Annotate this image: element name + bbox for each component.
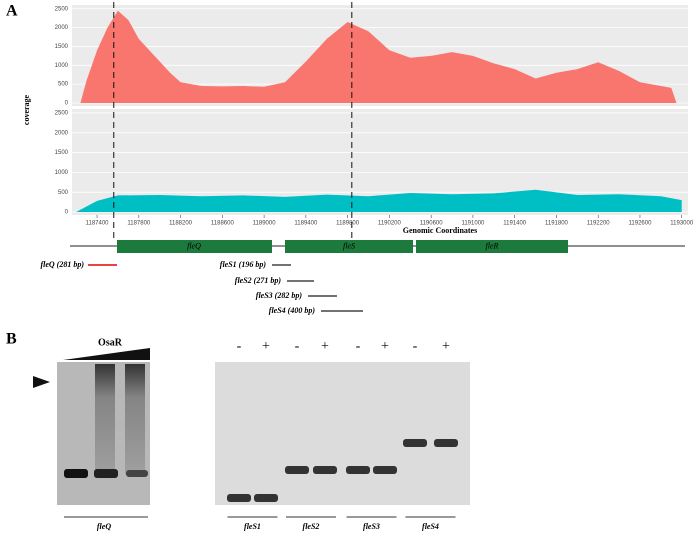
y-tick-label: 1000 bbox=[55, 63, 69, 69]
coverage-plots: 0 500 1000 1500 2000 2500 coverage 0 500 1000 1500… bbox=[22, 2, 694, 240]
band bbox=[403, 439, 427, 447]
x-tick-label: 1189000 bbox=[253, 221, 277, 227]
lane-label: fleQ bbox=[97, 522, 111, 531]
gene bbox=[416, 240, 568, 253]
band bbox=[126, 470, 148, 477]
probe-label: fleQ (281 bp) bbox=[40, 260, 84, 269]
band bbox=[254, 494, 278, 502]
x-tick-label: 1188600 bbox=[211, 221, 235, 227]
x-tick-label: 1190600 bbox=[420, 221, 444, 227]
lane-label: fleS1 bbox=[244, 522, 261, 531]
coverage-area bbox=[80, 10, 677, 104]
probe-label: fleS4 (400 bp) bbox=[269, 306, 316, 315]
y-tick-label: 1000 bbox=[55, 170, 69, 176]
x-tick-label: 1192200 bbox=[587, 221, 611, 227]
band bbox=[125, 364, 145, 474]
y-tick-label: 500 bbox=[58, 82, 69, 88]
lane-sign: + bbox=[262, 339, 270, 354]
lane-sign: - bbox=[356, 339, 361, 354]
gradient-wedge bbox=[63, 348, 150, 360]
arrowhead bbox=[33, 376, 50, 388]
gel-image bbox=[215, 362, 470, 505]
probe-label: fleS1 (196 bp) bbox=[220, 260, 267, 269]
y-tick-label: 2500 bbox=[55, 111, 69, 117]
y-tick-label: 1500 bbox=[55, 44, 69, 50]
band bbox=[434, 439, 458, 447]
y-tick-label: 0 bbox=[65, 101, 69, 107]
y-tick-label: 2500 bbox=[55, 6, 69, 12]
band bbox=[346, 466, 370, 474]
lane-sign: - bbox=[237, 339, 242, 354]
gene-label: fleQ bbox=[187, 241, 201, 250]
x-tick-label: 1193000 bbox=[670, 221, 694, 227]
lanes: - + - + - + - + fleS1 fleS2 fleS3 fleS4 bbox=[227, 339, 458, 531]
y-tick-label: 0 bbox=[65, 210, 69, 216]
band bbox=[94, 469, 118, 478]
gene bbox=[285, 240, 413, 253]
gene-label: fleS bbox=[343, 241, 355, 250]
y-tick-label: 1500 bbox=[55, 150, 69, 156]
panel-label: B bbox=[6, 331, 17, 348]
band bbox=[313, 466, 337, 474]
y-tick-label: 2000 bbox=[55, 130, 69, 136]
lane-sign: - bbox=[413, 339, 418, 354]
gels: OsaR fleQ - + - + - + - + fleS1 fleS2 fleS3 fleS4 bbox=[33, 337, 470, 531]
probe-label: fleS3 (282 bp) bbox=[256, 291, 303, 300]
x-tick-label: 1192600 bbox=[629, 221, 653, 227]
band bbox=[95, 364, 115, 474]
gene bbox=[117, 240, 272, 253]
band bbox=[373, 466, 397, 474]
x-tick-label: 1187400 bbox=[86, 221, 110, 227]
y-tick-label: 500 bbox=[58, 190, 69, 196]
band bbox=[285, 466, 309, 474]
gene-label: fleR bbox=[486, 241, 499, 250]
lane-label: fleS3 bbox=[363, 522, 380, 531]
probe-label: fleS2 (271 bp) bbox=[235, 276, 282, 285]
panel-label: A bbox=[6, 3, 18, 20]
x-axis-label: Genomic Coordinates bbox=[403, 226, 477, 235]
lane-sign: - bbox=[295, 339, 300, 354]
y-axis-label: coverage bbox=[22, 94, 31, 125]
x-tick-label: 1188200 bbox=[169, 221, 193, 227]
x-tick-label: 1189800 bbox=[336, 221, 360, 227]
x-tick-label: 1189400 bbox=[294, 221, 318, 227]
lane-sign: + bbox=[442, 339, 450, 354]
lane-label: fleS2 bbox=[303, 522, 320, 531]
lane-label: fleS4 bbox=[422, 522, 439, 531]
protein-label: OsaR bbox=[98, 337, 123, 348]
gene-map: fleQ fleS fleR fleQ (281 bp) fleS1 (196 … bbox=[40, 240, 685, 315]
lane-sign: + bbox=[381, 339, 389, 354]
x-tick-label: 1191000 bbox=[461, 221, 485, 227]
band bbox=[227, 494, 251, 502]
x-tick-label: 1190200 bbox=[378, 221, 402, 227]
coverage-area bbox=[76, 189, 682, 212]
band bbox=[64, 469, 88, 478]
lane-sign: + bbox=[321, 339, 329, 354]
x-tick-label: 1191800 bbox=[545, 221, 569, 227]
x-tick-label: 1191400 bbox=[503, 221, 527, 227]
y-tick-label: 2000 bbox=[55, 25, 69, 31]
x-tick-label: 1187800 bbox=[127, 221, 151, 227]
